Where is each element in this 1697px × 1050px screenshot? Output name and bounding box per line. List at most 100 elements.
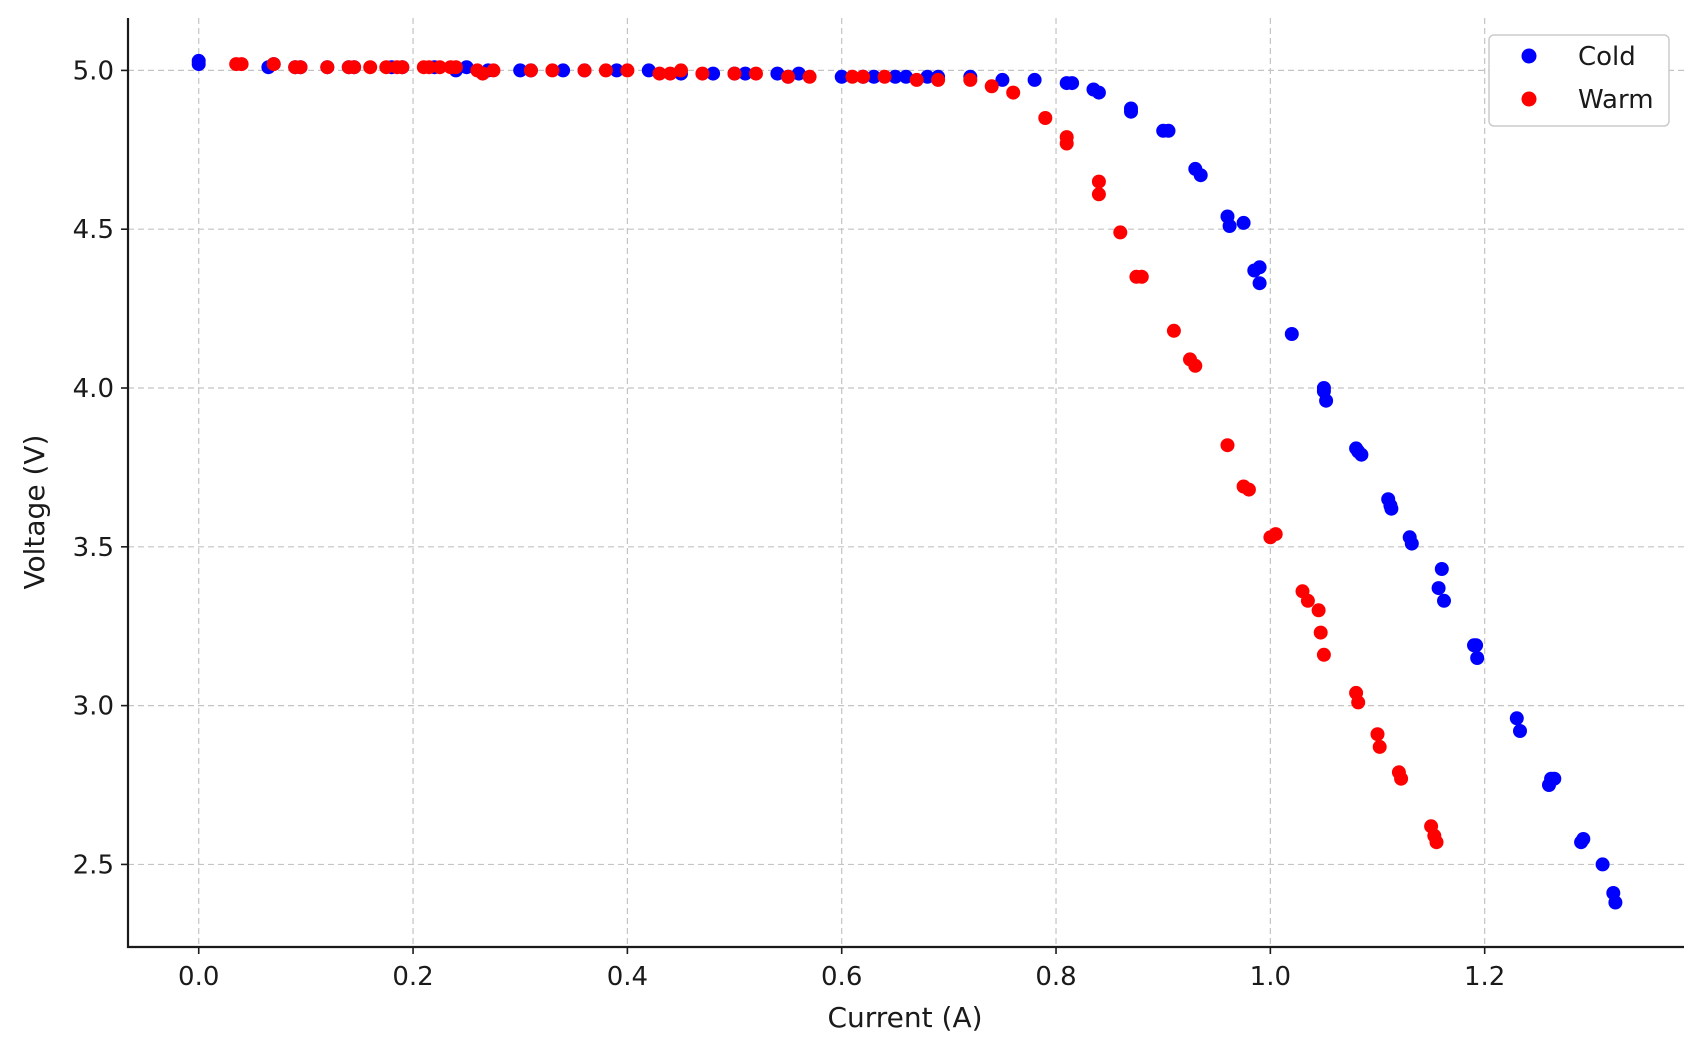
x-tick-label: 1.2: [1464, 962, 1505, 992]
point-warm: [620, 63, 635, 78]
point-cold: [834, 69, 849, 84]
y-tick-label: 4.5: [73, 215, 114, 245]
point-warm: [432, 60, 447, 75]
point-cold: [191, 57, 206, 72]
grid-lines: [128, 18, 1684, 947]
legend-label-cold: Cold: [1578, 42, 1636, 72]
point-warm: [293, 60, 308, 75]
point-warm: [577, 63, 592, 78]
point-cold: [1576, 832, 1591, 846]
y-tick-label: 3.0: [73, 692, 114, 722]
point-warm: [1166, 323, 1181, 338]
point-warm: [1313, 625, 1328, 640]
x-tick-label: 0.8: [1035, 962, 1076, 992]
series-warm: [229, 57, 1444, 850]
point-cold: [1354, 447, 1369, 462]
point-warm: [652, 66, 667, 81]
x-tick-label: 0.6: [821, 962, 862, 992]
point-cold: [899, 69, 913, 84]
axis-spines: [126, 18, 1684, 949]
legend: Cold Warm: [1488, 34, 1670, 127]
point-warm: [1311, 603, 1326, 618]
y-tick-label: 4.0: [73, 374, 114, 404]
point-warm: [1113, 225, 1128, 240]
point-cold: [1284, 327, 1299, 341]
point-cold: [1319, 393, 1334, 408]
point-warm: [448, 60, 463, 75]
point-warm: [475, 66, 490, 81]
point-warm: [856, 69, 871, 84]
point-warm: [1372, 739, 1387, 754]
point-cold: [1027, 72, 1042, 87]
point-warm: [1059, 136, 1074, 151]
point-cold: [1437, 593, 1451, 608]
x-tick-label: 0.0: [178, 962, 219, 992]
point-cold: [1161, 123, 1176, 138]
point-warm: [486, 63, 501, 78]
point-cold: [1091, 85, 1106, 100]
point-cold: [1404, 536, 1419, 551]
point-cold: [1252, 260, 1267, 275]
point-warm: [727, 66, 742, 81]
point-cold: [706, 66, 721, 81]
point-cold: [1434, 562, 1449, 576]
point-warm: [598, 63, 613, 78]
point-warm: [802, 69, 817, 84]
point-cold: [995, 72, 1010, 87]
data-points: [191, 53, 1623, 910]
point-cold: [1252, 276, 1267, 291]
point-warm: [663, 66, 678, 81]
point-cold: [888, 69, 903, 84]
point-warm: [1038, 111, 1053, 125]
point-warm: [1241, 482, 1256, 497]
point-warm: [749, 66, 763, 81]
point-cold: [791, 66, 806, 81]
point-cold: [641, 63, 656, 78]
point-cold: [1509, 711, 1524, 726]
point-warm: [266, 57, 281, 72]
point-warm: [1134, 269, 1149, 284]
point-warm: [781, 69, 796, 84]
point-warm: [1188, 358, 1203, 373]
point-cold: [866, 69, 881, 84]
point-warm: [674, 63, 688, 78]
point-cold: [1469, 638, 1484, 653]
point-warm: [1429, 835, 1444, 850]
point-cold: [770, 66, 785, 81]
point-warm: [1091, 187, 1106, 202]
point-warm: [695, 66, 710, 81]
point-warm: [1316, 647, 1331, 662]
point-warm: [1351, 695, 1366, 710]
point-cold: [459, 60, 474, 75]
x-tick-label: 1.0: [1250, 962, 1291, 992]
point-warm: [234, 57, 249, 72]
point-cold: [1431, 581, 1446, 596]
point-warm: [963, 72, 978, 87]
point-warm: [422, 60, 437, 75]
point-warm: [320, 60, 335, 75]
point-warm: [1370, 727, 1385, 742]
y-tick-label: 3.5: [73, 533, 114, 563]
point-warm: [523, 63, 538, 78]
y-axis-title: Voltage (V): [18, 435, 51, 590]
point-warm: [984, 79, 999, 94]
point-warm: [1091, 174, 1106, 189]
point-warm: [845, 69, 860, 84]
legend-marker-cold: [1521, 48, 1537, 64]
point-warm: [1220, 438, 1235, 453]
point-cold: [1222, 219, 1237, 233]
point-cold: [1547, 771, 1562, 786]
point-cold: [1065, 76, 1080, 91]
point-cold: [1193, 168, 1208, 183]
point-warm: [1300, 593, 1315, 608]
point-cold: [556, 63, 571, 78]
point-warm: [347, 60, 362, 75]
point-warm: [395, 60, 410, 75]
point-cold: [513, 63, 528, 78]
legend-marker-warm: [1521, 91, 1537, 107]
point-cold: [609, 63, 624, 78]
y-tick-label: 5.0: [73, 56, 114, 86]
point-cold: [920, 69, 935, 84]
